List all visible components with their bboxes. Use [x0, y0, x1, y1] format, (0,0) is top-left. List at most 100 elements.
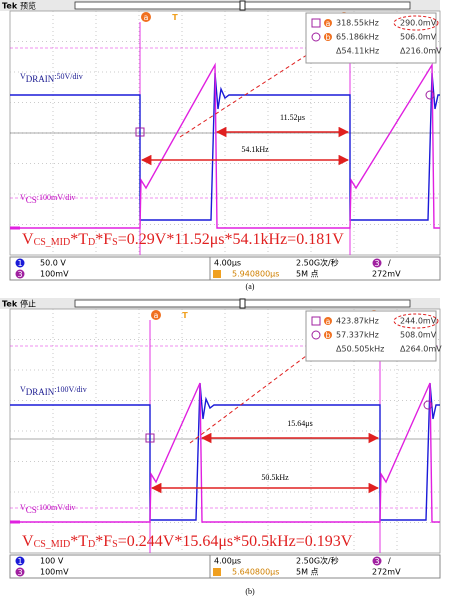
- icon-a: [311, 316, 321, 326]
- subscript: DRAIN: [26, 74, 55, 84]
- icon-b-badge: [324, 33, 332, 41]
- highlight-ellipse: [393, 15, 439, 31]
- subscript: CS: [26, 505, 37, 515]
- cs-waveform: [10, 62, 440, 229]
- cs_label: VCS:100mV/div: [20, 193, 75, 205]
- cursor-b-point: [423, 400, 433, 410]
- readout-volt: 290.0mV: [400, 19, 437, 28]
- cursor-a-point: [145, 433, 155, 443]
- readout-volt: 244.0mV: [400, 317, 437, 326]
- icon-b-text: b: [325, 331, 330, 340]
- status-bar: [9, 554, 441, 579]
- scale: :100mV/div: [37, 193, 76, 202]
- readout-volt: Δ264.0mV: [400, 345, 442, 354]
- record-window: [239, 0, 246, 11]
- brand: Tek: [2, 300, 18, 309]
- readout-freq: 57.337kHz: [336, 331, 379, 340]
- link-dashed: [189, 337, 331, 444]
- trigger-marker: T: [182, 311, 188, 320]
- status-bar: [9, 256, 441, 281]
- acq-state: 停止: [20, 299, 36, 309]
- icon-a-badge: [324, 19, 332, 27]
- scale: :50V/div: [54, 72, 82, 81]
- ch1-num: 1: [17, 259, 22, 268]
- ch1-num: 1: [17, 557, 22, 566]
- trig-pos-badge: [213, 270, 221, 278]
- brand: Tek: [2, 2, 18, 11]
- cursor-a-label: a: [154, 311, 159, 320]
- caption: (b): [245, 587, 255, 596]
- trigger-marker: T: [172, 13, 178, 22]
- symbol: V: [20, 72, 26, 81]
- drain-waveform: [10, 382, 440, 521]
- ch1-scale: 50.0 V: [40, 259, 66, 268]
- trig-ch: 3: [374, 259, 379, 268]
- formula: VCS_MID*TD*FS=0.244V*15.64μs*50.5kHz=0.1…: [22, 533, 353, 551]
- readout-volt: 506.0mV: [400, 33, 437, 42]
- formula-part: CS_MID: [34, 237, 71, 248]
- trig-ch-badge: [372, 258, 382, 268]
- readout-volt: 508.0mV: [400, 331, 437, 340]
- formula-part: D: [88, 539, 95, 550]
- icon-b-badge: [324, 331, 332, 339]
- scale: :100V/div: [54, 385, 86, 394]
- icon-a-badge: [324, 317, 332, 325]
- drain-waveform: [10, 72, 440, 221]
- sample-rate: 2.50G次/秒: [296, 556, 339, 566]
- cursor-a-marker: [151, 310, 161, 320]
- formula-part: V: [22, 231, 34, 248]
- trig-ch-badge: [372, 556, 382, 566]
- formula-part: V: [22, 533, 34, 550]
- ch3-scale: 100mV: [40, 568, 69, 577]
- time-label: 11.52μs: [280, 113, 305, 122]
- trig-ch: 3: [374, 557, 379, 566]
- trig-slope: /: [388, 557, 391, 566]
- points: 5M 点: [296, 568, 319, 577]
- freq-label: 54.1kHz: [241, 145, 269, 154]
- readout-freq: 65.186kHz: [336, 33, 379, 42]
- formula-part: =0.29V*11.52μs*54.1kHz=0.181V: [118, 231, 344, 248]
- scale: :100mV/div: [37, 503, 76, 512]
- cursor-b-point: [425, 90, 435, 100]
- ch1-scale: 100 V: [40, 557, 64, 566]
- readout-freq: Δ50.505kHz: [336, 345, 384, 354]
- icon-a-text: a: [326, 19, 331, 28]
- formula-part: *F: [95, 231, 112, 248]
- symbol: V: [20, 385, 26, 394]
- sample-rate: 2.50G次/秒: [296, 258, 339, 268]
- formula-part: D: [88, 237, 95, 248]
- ch3-num: 3: [17, 568, 22, 577]
- formula-part: *T: [70, 231, 88, 248]
- readout-volt: Δ216.0mV: [400, 47, 442, 56]
- scope-panel: Tek停止aTba423.87kHz244.0mVb57.337kHz508.0…: [0, 298, 442, 596]
- readout-freq: 423.87kHz: [336, 317, 379, 326]
- timebase: 4.00μs: [214, 259, 241, 268]
- icon-b: [311, 32, 321, 42]
- time-label: 15.64μs: [287, 419, 312, 428]
- icon-a-text: a: [326, 317, 331, 326]
- ch1-badge: [15, 258, 25, 268]
- caption: (a): [246, 282, 255, 291]
- ch3-badge: [15, 567, 25, 577]
- formula-part: CS_MID: [34, 539, 71, 550]
- formula-part: S: [112, 539, 118, 550]
- formula-part: *F: [95, 533, 112, 550]
- formula-part: *T: [70, 533, 88, 550]
- trig-level: 272mV: [372, 270, 401, 279]
- trigger-pos: 5.940800μs: [232, 270, 279, 279]
- formula-part: =0.244V*15.64μs*50.5kHz=0.193V: [118, 533, 353, 550]
- ch3-scale: 100mV: [40, 270, 69, 279]
- ch3-badge: [15, 269, 25, 279]
- drain_label: VDRAIN:50V/div: [20, 72, 83, 84]
- ch1-badge: [15, 556, 25, 566]
- trigger-pos: 5.640800μs: [232, 568, 279, 577]
- readout-freq: Δ54.11kHz: [336, 47, 379, 56]
- trig-pos-badge: [213, 568, 221, 576]
- cursor-a-point: [135, 127, 145, 137]
- trig-slope: /: [388, 259, 391, 268]
- readout-freq: 318.55kHz: [336, 19, 379, 28]
- record-window: [239, 298, 246, 309]
- cs_label: VCS:100mV/div: [20, 503, 75, 515]
